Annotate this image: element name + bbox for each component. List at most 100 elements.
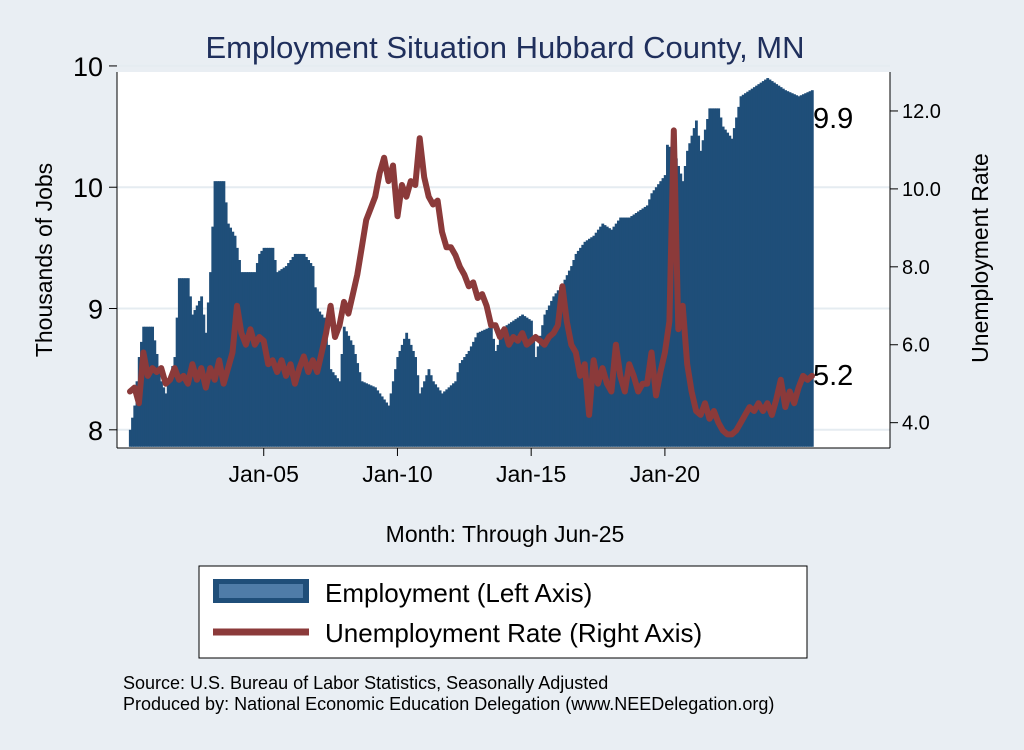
employment-bar	[565, 275, 569, 447]
right-axis-tick-label: 10.0	[902, 179, 941, 201]
employment-bar	[322, 317, 326, 447]
employment-bar	[579, 247, 582, 447]
employment-bar	[654, 187, 658, 447]
employment-bar	[224, 202, 228, 447]
right-axis-tick-label: 6.0	[902, 335, 930, 357]
employment-bar	[581, 244, 585, 447]
employment-bar	[643, 206, 647, 447]
employment-bar	[249, 272, 253, 447]
employment-bar	[514, 319, 518, 447]
employment-bar	[594, 232, 598, 447]
employment-bar	[521, 314, 524, 447]
employment-bar	[414, 357, 417, 447]
employment-bar	[788, 92, 792, 447]
employment-bar	[625, 217, 629, 447]
x-axis-tick-label: Jan-10	[362, 461, 432, 487]
employment-bar	[801, 94, 805, 447]
employment-bar	[550, 300, 553, 447]
employment-bar	[721, 126, 725, 447]
employment-bar	[293, 253, 297, 447]
employment-bar	[387, 405, 391, 447]
employment-bar	[184, 278, 188, 447]
employment-bar	[772, 82, 776, 447]
employment-bar	[672, 150, 676, 447]
employment-bar	[282, 267, 286, 447]
employment-bar	[329, 369, 333, 447]
employment-bar	[808, 91, 812, 447]
employment-bar	[311, 266, 315, 447]
employment-bar	[806, 92, 810, 447]
employment-bar	[336, 378, 339, 447]
employment-bar	[637, 211, 640, 447]
employment-bar	[144, 326, 148, 447]
employment-bar	[761, 81, 765, 447]
employment-bar	[220, 181, 224, 447]
employment-bar	[793, 94, 796, 447]
employment-bar	[781, 88, 785, 447]
employment-bar	[741, 94, 745, 447]
employment-bar	[786, 91, 790, 447]
employment-bar	[333, 375, 337, 447]
employment-bar	[583, 241, 587, 447]
employment-bar	[694, 120, 698, 447]
employment-bar	[416, 375, 420, 447]
employment-bar	[779, 87, 783, 447]
employment-bar	[804, 93, 808, 447]
employment-bar	[810, 90, 814, 447]
employment-bar	[218, 181, 221, 447]
employment-bar	[260, 250, 264, 447]
employment-bar	[318, 311, 322, 447]
employment-bar	[746, 91, 750, 447]
employment-bar	[378, 393, 382, 447]
employment-bar	[538, 335, 542, 447]
employment-bar	[296, 253, 299, 447]
employment-bar	[474, 337, 478, 447]
employment-bar	[599, 226, 602, 447]
employment-bar	[525, 317, 529, 447]
employment-bar	[338, 381, 342, 447]
employment-bar	[527, 319, 531, 447]
employment-bar	[391, 381, 395, 447]
source-note: Source: U.S. Bureau of Labor Statistics,…	[123, 673, 608, 693]
employment-bar	[226, 223, 230, 447]
employment-bar	[777, 85, 781, 447]
employment-bar	[211, 226, 215, 447]
employment-bar	[612, 226, 616, 447]
employment-bar	[541, 325, 545, 447]
employment-bar	[507, 323, 511, 447]
right-axis-ticks: 4.0 6.0 8.0 10.0 12.0	[890, 101, 941, 435]
employment-bar	[128, 429, 132, 447]
employment-bar	[300, 253, 304, 447]
employment-bar	[418, 393, 422, 447]
employment-bar	[712, 108, 716, 447]
employment-bar	[452, 383, 455, 447]
employment-bar	[748, 90, 752, 447]
employment-bar	[616, 220, 620, 447]
employment-bar	[485, 328, 489, 447]
employment-bar	[657, 184, 660, 447]
employment-bar	[146, 326, 150, 447]
employment-bar	[478, 331, 482, 447]
produced-by-note: Produced by: National Economic Education…	[123, 694, 774, 714]
employment-bar	[255, 263, 259, 447]
employment-bar	[275, 272, 279, 447]
employment-bar	[494, 350, 498, 447]
employment-bar	[708, 108, 712, 447]
employment-bar	[768, 79, 772, 447]
employment-bar	[717, 108, 721, 447]
employment-bar	[289, 260, 293, 447]
employment-bar	[396, 357, 400, 447]
legend-label-unemployment: Unemployment Rate (Right Axis)	[325, 618, 702, 648]
employment-bar	[585, 240, 589, 447]
left-axis-ticks: 8 9 10 10	[73, 52, 117, 446]
employment-bar	[164, 393, 168, 447]
employment-bar	[362, 382, 366, 447]
employment-bar	[374, 387, 377, 447]
employment-bar	[510, 322, 513, 447]
employment-bar	[706, 119, 709, 447]
unemployment-last-value-label: 5.2	[813, 360, 853, 392]
employment-bar	[628, 217, 631, 447]
employment-bar	[659, 181, 663, 447]
